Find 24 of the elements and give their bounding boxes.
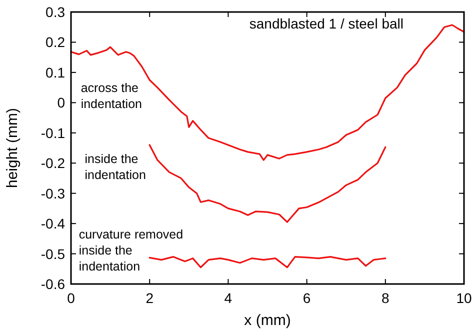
x-tick-label: 2 [146,290,154,306]
line-series [148,144,386,223]
x-tick-label: 10 [456,290,472,306]
x-tick-label: 0 [67,290,76,306]
y-axis-title: height (mm) [4,108,21,188]
x-tick-label: 8 [382,290,390,306]
y-tick-label: -0.4 [40,216,66,232]
y-tick-label: 0.3 [46,4,66,20]
y-tick-label: -0.5 [40,246,66,262]
line-series [148,256,386,268]
annotation: sandblasted 1 / steel ball [249,16,404,32]
y-tick-label: -0.3 [40,185,66,202]
y-tick-label: 0 [57,94,66,111]
x-axis-title: x (mm) [244,312,291,329]
y-tick-label: 0.2 [46,34,66,50]
annotation: across the indentation [80,81,142,112]
y-tick-label: -0.1 [40,124,66,141]
annotation: inside the indentation [84,152,146,182]
y-tick-label: -0.2 [40,155,66,172]
annotation: curvature removed inside the indentation [78,228,184,274]
y-tick-label: 0.1 [46,64,66,80]
x-tick-label: 4 [224,290,232,306]
y-tick-label: -0.6 [40,276,66,292]
x-tick-label: 6 [302,290,311,306]
